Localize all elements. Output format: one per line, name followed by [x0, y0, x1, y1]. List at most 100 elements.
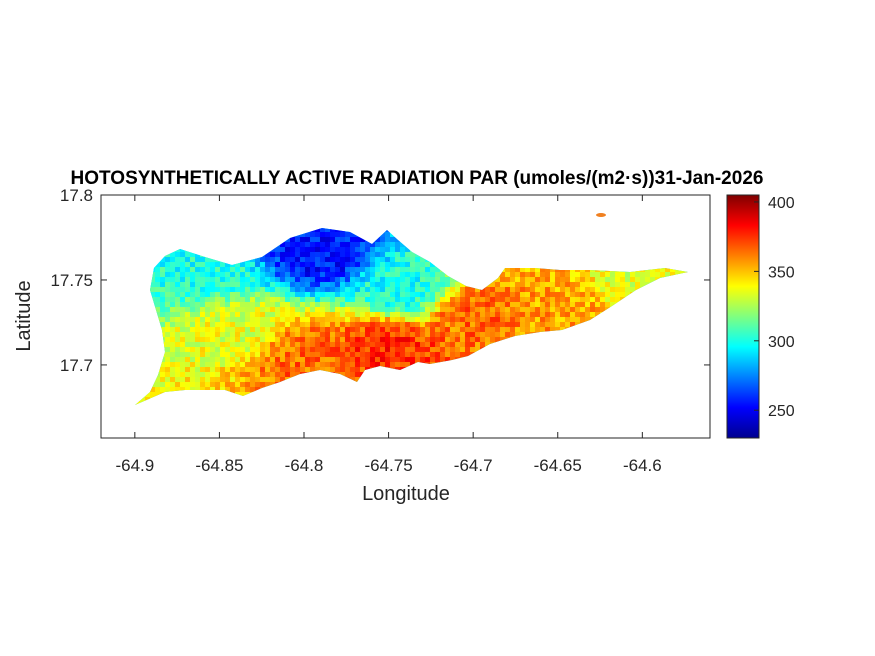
- par-cell: [620, 282, 625, 287]
- par-cell: [670, 347, 675, 352]
- par-cell: [470, 257, 475, 262]
- par-cell: [165, 317, 170, 322]
- par-cell: [645, 252, 650, 257]
- par-cell: [680, 302, 685, 307]
- par-cell: [285, 282, 290, 287]
- par-cell: [575, 332, 580, 337]
- par-cell: [305, 292, 310, 297]
- par-cell: [505, 352, 510, 357]
- par-cell: [440, 357, 445, 362]
- par-cell: [495, 317, 500, 322]
- par-cell: [540, 362, 545, 367]
- par-cell: [340, 277, 345, 282]
- par-cell: [460, 357, 465, 362]
- par-cell: [375, 327, 380, 332]
- par-cell: [635, 247, 640, 252]
- par-cell: [640, 252, 645, 257]
- par-cell: [400, 292, 405, 297]
- par-cell: [180, 362, 185, 367]
- par-cell: [305, 357, 310, 362]
- par-cell: [180, 307, 185, 312]
- par-cell: [275, 322, 280, 327]
- y-axis-label: Latitude: [13, 280, 35, 351]
- par-cell: [670, 342, 675, 347]
- par-cell: [265, 407, 270, 412]
- par-cell: [135, 317, 140, 322]
- par-cell: [545, 272, 550, 277]
- par-cell: [680, 342, 685, 347]
- par-cell: [305, 337, 310, 342]
- par-cell: [355, 307, 360, 312]
- par-cell: [645, 332, 650, 337]
- par-cell: [305, 247, 310, 252]
- par-cell: [530, 247, 535, 252]
- par-cell: [160, 372, 165, 377]
- par-cell: [225, 362, 230, 367]
- par-cell: [200, 277, 205, 282]
- par-cell: [205, 242, 210, 247]
- par-cell: [670, 322, 675, 327]
- par-cell: [540, 232, 545, 237]
- par-cell: [435, 407, 440, 412]
- par-cell: [625, 267, 630, 272]
- par-cell: [170, 347, 175, 352]
- par-cell: [570, 332, 575, 337]
- par-cell: [300, 282, 305, 287]
- par-cell: [310, 322, 315, 327]
- par-cell: [160, 402, 165, 405]
- par-cell: [560, 342, 565, 347]
- par-cell: [305, 257, 310, 262]
- par-cell: [355, 317, 360, 322]
- par-cell: [690, 292, 695, 297]
- par-cell: [520, 277, 525, 282]
- par-cell: [460, 382, 465, 387]
- par-cell: [580, 407, 585, 412]
- par-cell: [255, 372, 260, 377]
- par-cell: [420, 347, 425, 352]
- par-cell: [555, 337, 560, 342]
- par-cell: [265, 357, 270, 362]
- par-cell: [625, 257, 630, 262]
- par-cell: [640, 287, 645, 292]
- par-cell: [615, 242, 620, 247]
- par-cell: [395, 267, 400, 272]
- par-cell: [485, 297, 490, 302]
- par-cell: [585, 237, 590, 242]
- par-cell: [160, 322, 165, 327]
- par-cell: [395, 347, 400, 352]
- par-cell: [530, 257, 535, 262]
- par-cell: [455, 272, 460, 277]
- par-cell: [400, 232, 405, 237]
- par-cell: [675, 297, 680, 302]
- par-cell: [275, 267, 280, 272]
- par-cell: [350, 297, 355, 302]
- par-cell: [150, 347, 155, 352]
- par-cell: [330, 228, 335, 232]
- par-cell: [140, 272, 145, 277]
- par-cell: [480, 382, 485, 387]
- par-cell: [565, 277, 570, 282]
- par-cell: [555, 377, 560, 382]
- par-cell: [260, 377, 265, 382]
- par-cell: [625, 377, 630, 382]
- par-cell: [665, 237, 670, 242]
- par-cell: [625, 277, 630, 282]
- par-cell: [270, 232, 275, 237]
- par-cell: [350, 307, 355, 312]
- par-cell: [230, 307, 235, 312]
- par-cell: [215, 392, 220, 397]
- par-cell: [440, 382, 445, 387]
- par-cell: [340, 222, 345, 227]
- par-cell: [580, 262, 585, 267]
- par-cell: [250, 387, 255, 392]
- par-cell: [430, 252, 435, 257]
- par-cell: [360, 327, 365, 332]
- par-cell: [215, 232, 220, 237]
- par-cell: [610, 247, 615, 252]
- par-cell: [170, 312, 175, 317]
- par-cell: [575, 262, 580, 267]
- par-cell: [565, 347, 570, 352]
- par-cell: [225, 367, 230, 372]
- par-cell: [410, 302, 415, 307]
- par-cell: [410, 237, 415, 242]
